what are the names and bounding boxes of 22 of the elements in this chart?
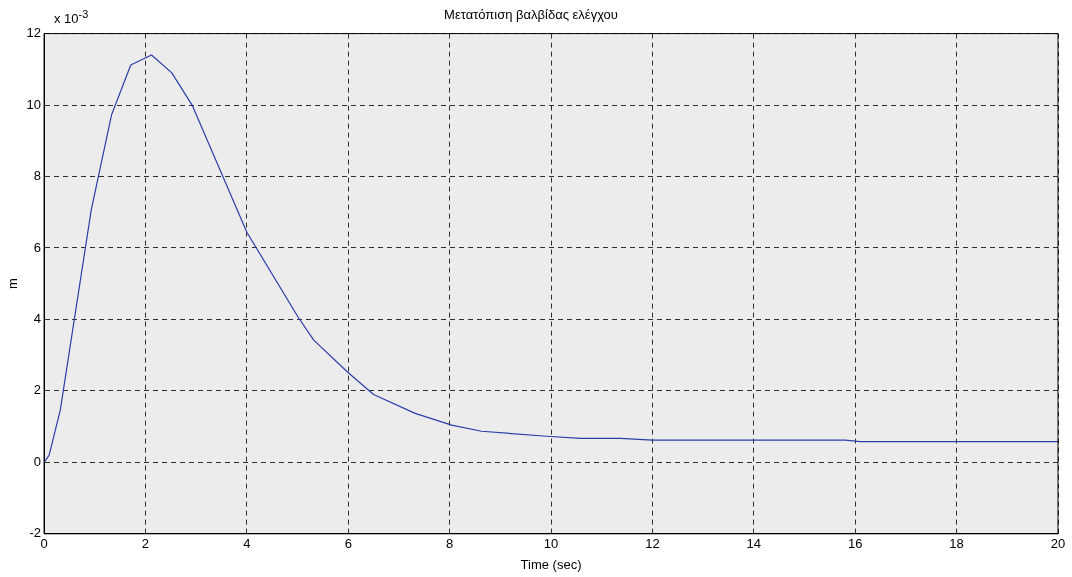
chart-title: Μετατόπιση βαλβίδας ελέγχου bbox=[444, 7, 618, 23]
y-tick-label: 8 bbox=[33, 168, 42, 184]
y-tick-label: 0 bbox=[33, 453, 42, 469]
y-tick-label: 2 bbox=[33, 382, 42, 398]
x-tick-label: 20 bbox=[1050, 536, 1066, 552]
x-tick-label: 2 bbox=[141, 536, 150, 552]
y-axis-title: m bbox=[5, 278, 21, 290]
x-tick-label: 6 bbox=[344, 536, 352, 552]
y-tick-label: 4 bbox=[33, 311, 42, 327]
x-tick-label: 8 bbox=[446, 536, 454, 552]
y-tick-label: 10 bbox=[26, 96, 42, 112]
x-tick-label: 12 bbox=[645, 536, 660, 552]
y-tick-label: -2 bbox=[29, 525, 42, 541]
y-tick-label: 12 bbox=[26, 25, 42, 41]
x-tick-label: 18 bbox=[949, 536, 964, 552]
x-axis-title: Time (sec) bbox=[520, 556, 582, 572]
x-tick-label: 10 bbox=[543, 536, 559, 552]
text: x 10$^{-3}$ bbox=[54, 8, 89, 27]
y-tick-label: 6 bbox=[33, 239, 42, 255]
x-tick-label: 4 bbox=[243, 536, 251, 552]
x-tick-label: 16 bbox=[847, 536, 863, 552]
x-tick-label: 14 bbox=[746, 536, 762, 552]
